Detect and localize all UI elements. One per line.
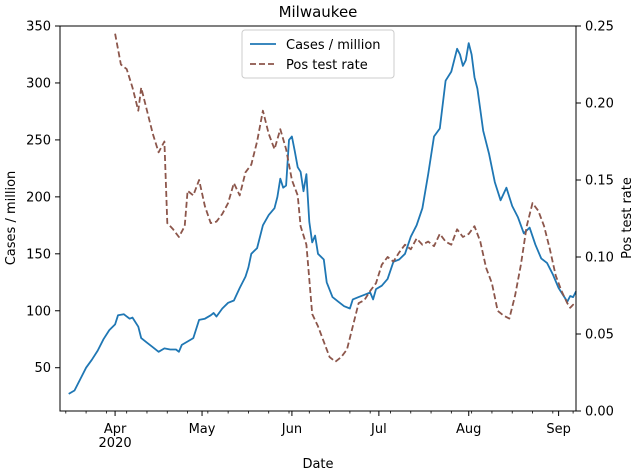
legend-box <box>241 29 395 79</box>
x-axis-title: Date <box>302 457 333 472</box>
legend: Cases / million Pos test rate <box>241 29 395 79</box>
x-tick-sublabel: 2020 <box>99 436 132 451</box>
y-right-tick-label: 0.05 <box>585 328 614 343</box>
x-tick-label: May <box>189 422 216 437</box>
chart-title: Milwaukee <box>279 3 358 21</box>
y-axis-right-title: Pos test rate <box>620 177 635 259</box>
y-right-tick-label: 0.00 <box>585 405 614 420</box>
y-right-tick-label: 0.10 <box>585 251 614 266</box>
y-axis-right: 0.00 0.05 0.10 0.15 0.20 0.25 <box>576 20 614 420</box>
y-left-tick-label: 350 <box>26 20 51 35</box>
y-left-tick-label: 150 <box>26 247 51 262</box>
legend-label-cases: Cases / million <box>286 38 381 53</box>
series-line-pos-rate <box>114 33 577 363</box>
x-tick-label: Aug <box>456 422 481 437</box>
y-left-tick-label: 50 <box>34 361 51 376</box>
y-right-tick-label: 0.20 <box>585 97 614 112</box>
y-axis-left-title: Cases / million <box>4 171 19 266</box>
y-left-tick-label: 250 <box>26 133 51 148</box>
y-left-tick-label: 100 <box>26 304 51 319</box>
legend-label-pos-rate: Pos test rate <box>286 58 368 73</box>
x-tick-label: Sep <box>546 422 571 437</box>
series-line-cases <box>68 42 577 395</box>
y-right-tick-label: 0.25 <box>585 20 614 35</box>
series-layer <box>68 33 577 395</box>
y-left-tick-label: 200 <box>26 190 51 205</box>
y-axis-left: 50 100 150 200 250 300 350 <box>26 20 60 376</box>
x-tick-label: Apr <box>104 422 127 437</box>
y-right-tick-label: 0.15 <box>585 174 614 189</box>
x-tick-label: Jun <box>281 422 302 437</box>
plot-frame <box>59 25 577 412</box>
x-tick-label: Jul <box>370 422 387 437</box>
y-left-tick-label: 300 <box>26 76 51 91</box>
